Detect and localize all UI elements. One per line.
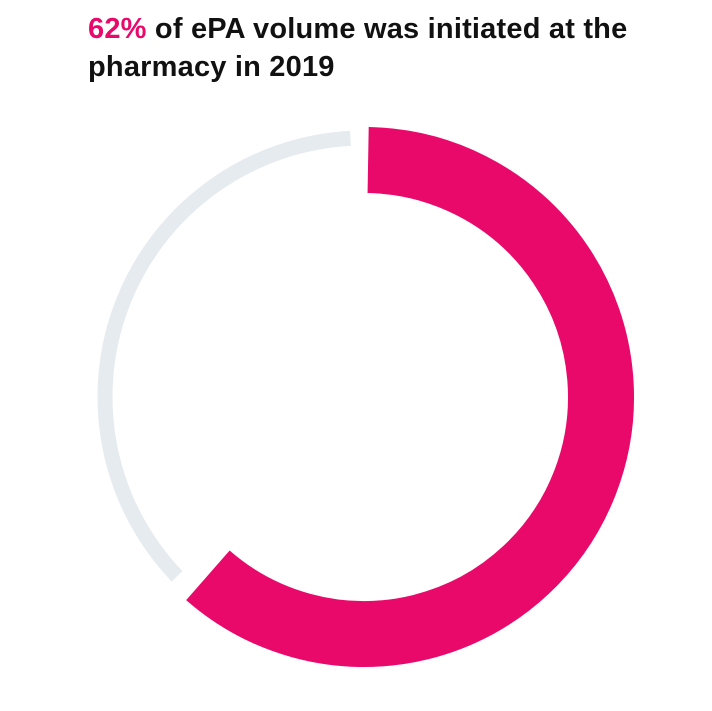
donut-slices: [97, 127, 634, 667]
donut-slice-highlight: [186, 127, 634, 667]
title-text: of ePA volume was initiated at the pharm…: [88, 13, 628, 83]
chart-title: 62% of ePA volume was initiated at the p…: [88, 10, 688, 86]
donut-slice-remainder: [97, 130, 351, 582]
title-highlight-percent: 62%: [88, 13, 147, 45]
